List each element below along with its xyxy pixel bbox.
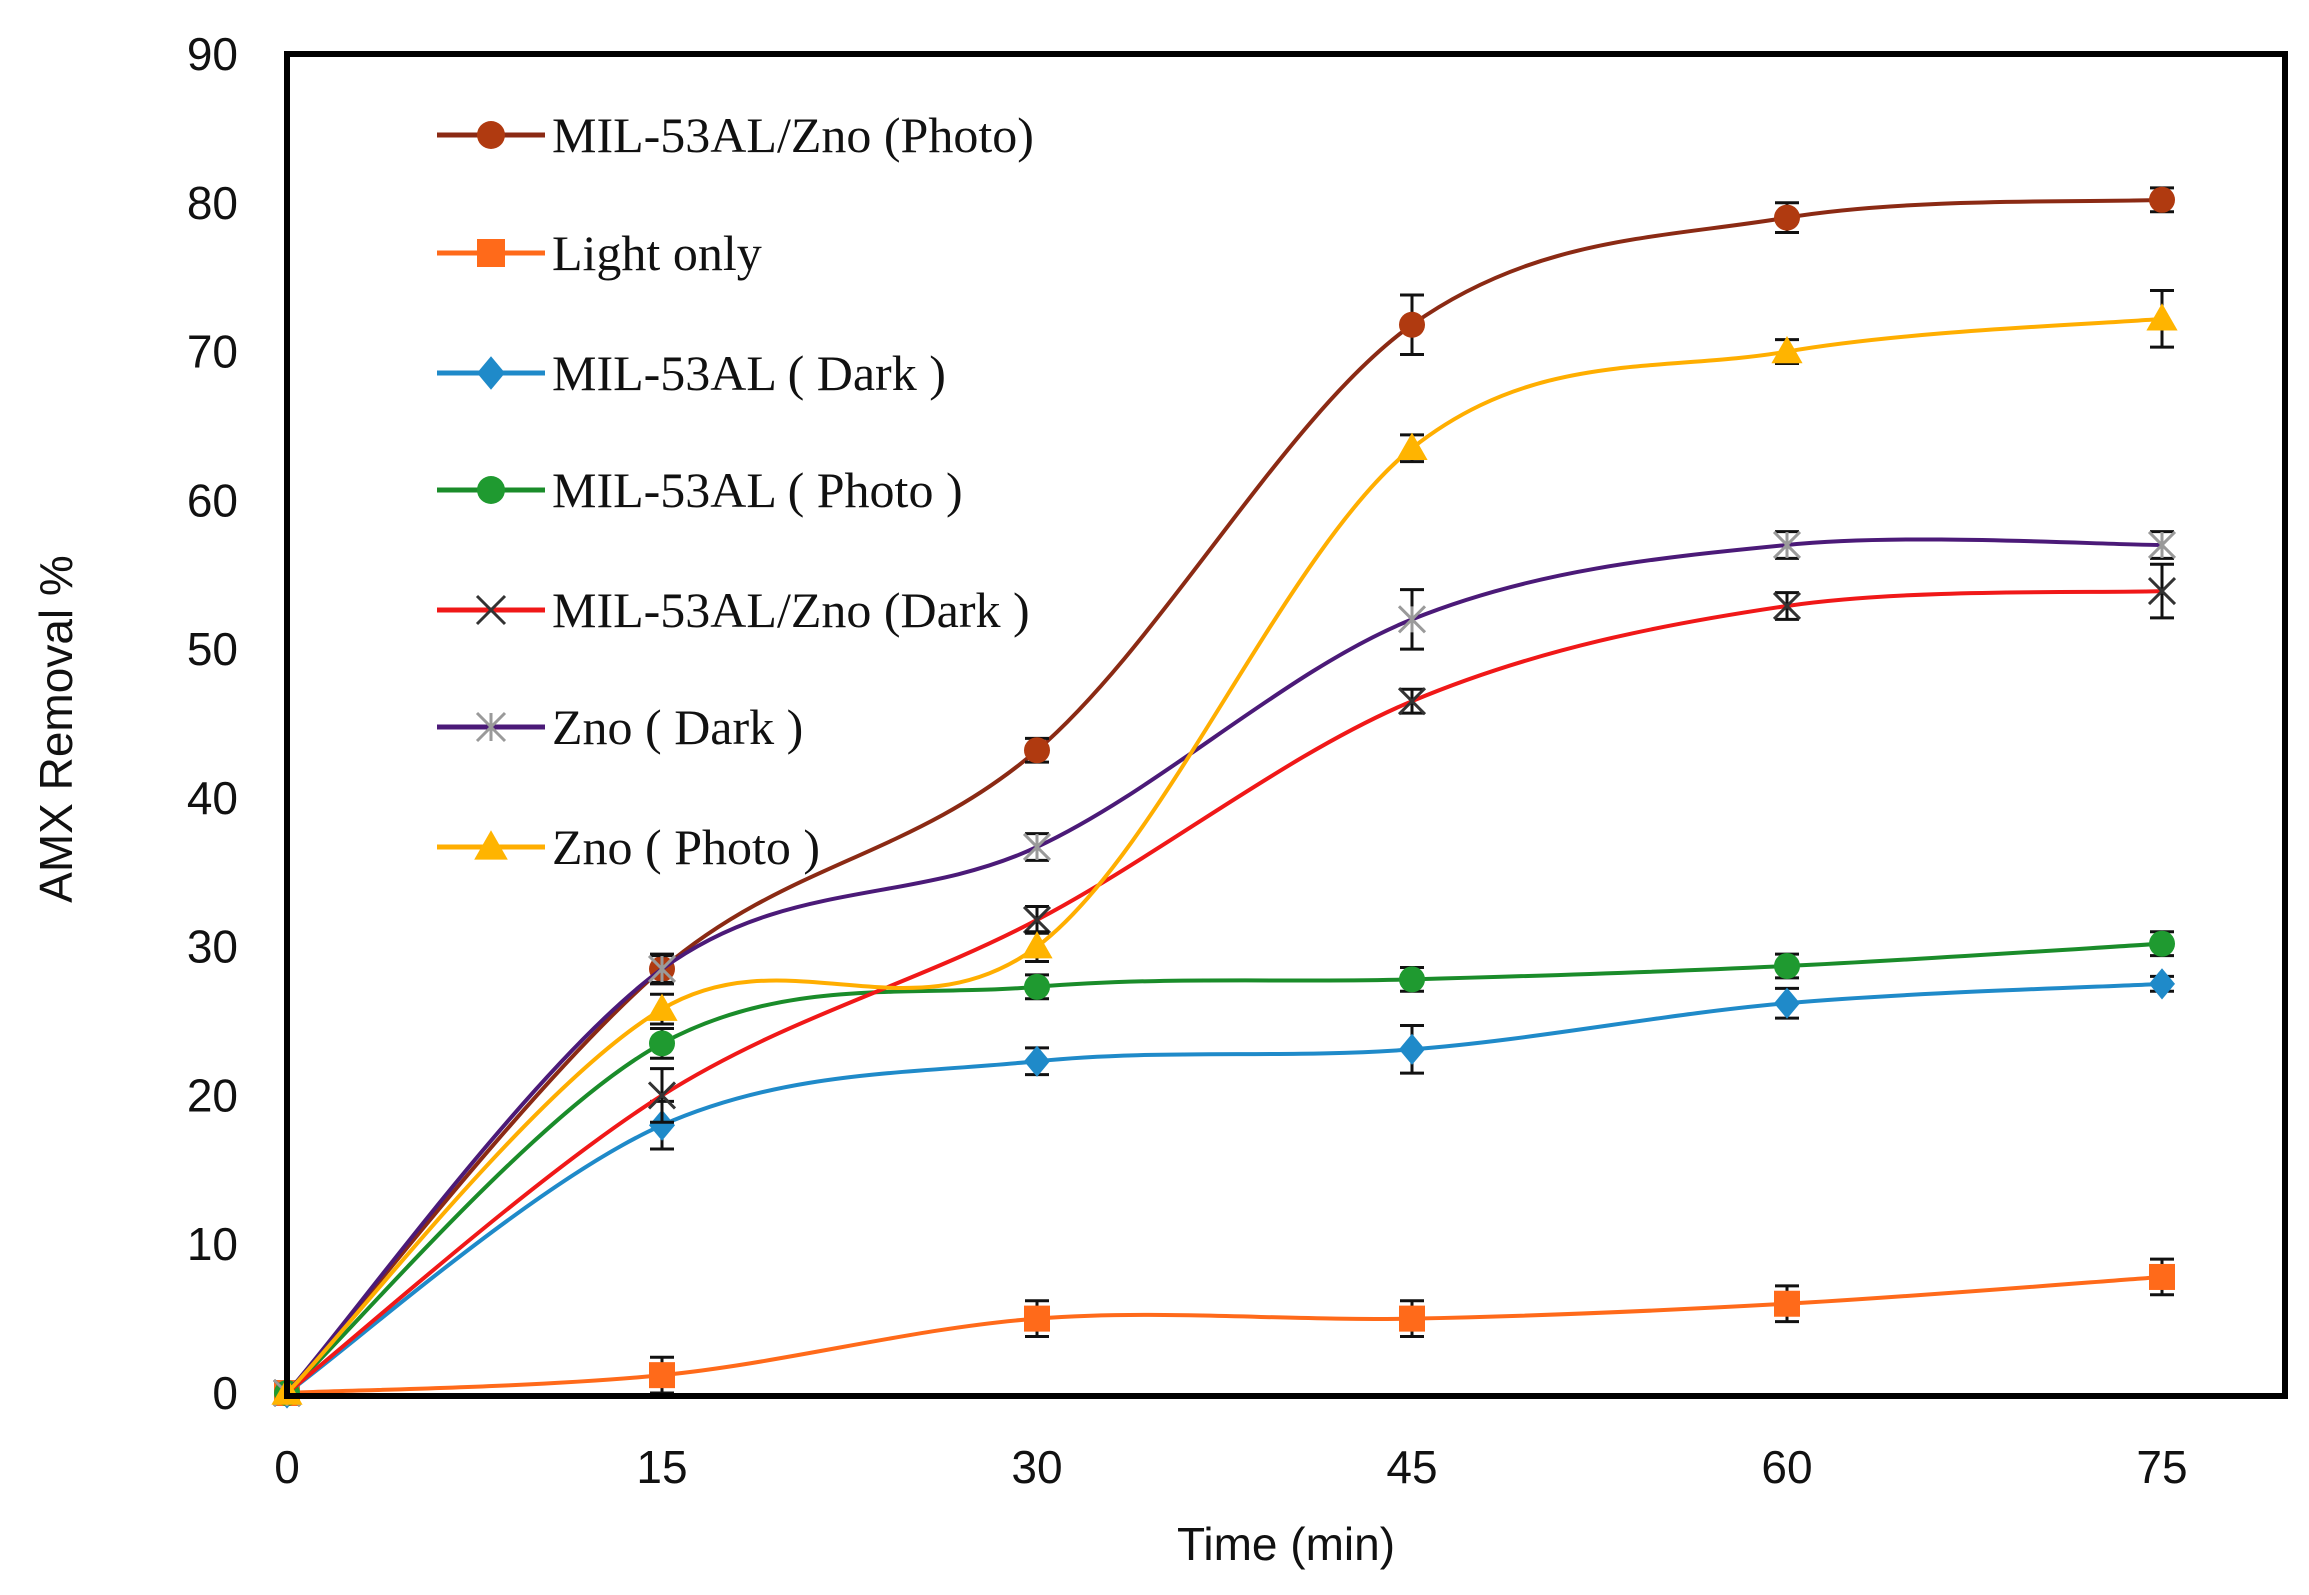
marker-star bbox=[475, 711, 507, 743]
x-tick-label: 75 bbox=[2136, 1441, 2187, 1493]
y-tick-label: 0 bbox=[212, 1367, 238, 1419]
plot-frame bbox=[284, 51, 2288, 1399]
legend-label: Zno ( Photo ) bbox=[552, 819, 820, 875]
x-axis-label: Time (min) bbox=[1177, 1518, 1395, 1570]
series-line bbox=[285, 197, 2163, 1395]
y-tick-label: 10 bbox=[187, 1218, 238, 1270]
marker-circle bbox=[649, 1030, 675, 1057]
series-mil-53al-dark bbox=[274, 968, 2175, 1409]
legend-item: MIL-53AL/Zno (Dark ) bbox=[437, 582, 1030, 638]
marker-diamond bbox=[2149, 968, 2175, 1000]
legend-label: Light only bbox=[552, 225, 762, 281]
x-axis-ticks: 0 15 30 45 60 75 bbox=[274, 1441, 2187, 1493]
legend-item: Zno ( Photo ) bbox=[437, 819, 820, 875]
y-tick-label: 30 bbox=[187, 921, 238, 973]
legend: MIL-53AL/Zno (Photo) Light only MIL-53AL (… bbox=[437, 107, 1034, 875]
marker-star bbox=[1022, 832, 1052, 862]
legend-label: MIL-53AL ( Photo ) bbox=[552, 462, 963, 518]
marker-diamond bbox=[477, 356, 505, 390]
marker-square bbox=[477, 239, 505, 267]
series-line bbox=[285, 981, 2163, 1395]
marker-star bbox=[1397, 605, 1427, 634]
legend-item: MIL-53AL ( Dark ) bbox=[437, 345, 946, 401]
y-tick-label: 20 bbox=[187, 1069, 238, 1121]
series-line bbox=[286, 1274, 2163, 1395]
series-zno-photo bbox=[271, 289, 2178, 1405]
series-line bbox=[285, 316, 2163, 1395]
marker-triangle bbox=[1021, 931, 1053, 959]
marker-diamond bbox=[649, 1109, 675, 1141]
legend-item: MIL-53AL ( Photo ) bbox=[437, 462, 963, 518]
marker-x bbox=[1772, 591, 1802, 621]
x-tick-label: 45 bbox=[1386, 1441, 1437, 1493]
marker-star bbox=[2147, 530, 2177, 560]
series-line bbox=[285, 589, 2163, 1395]
legend-item: MIL-53AL/Zno (Photo) bbox=[437, 107, 1034, 163]
series-line bbox=[285, 537, 2163, 1395]
legend-label: MIL-53AL/Zno (Photo) bbox=[552, 107, 1034, 163]
y-tick-label: 70 bbox=[187, 326, 238, 378]
marker-circle bbox=[2149, 930, 2175, 957]
marker-circle bbox=[1024, 737, 1050, 764]
marker-circle bbox=[1399, 311, 1425, 338]
marker-circle bbox=[1774, 204, 1800, 231]
legend-item: Light only bbox=[437, 225, 762, 281]
marker-x bbox=[1397, 687, 1427, 716]
series-line bbox=[285, 941, 2163, 1395]
marker-triangle bbox=[646, 993, 678, 1021]
series-mil-53al-zno-dark bbox=[272, 562, 2177, 1408]
marker-circle bbox=[2149, 186, 2175, 213]
series-layer bbox=[271, 186, 2178, 1409]
marker-circle bbox=[1399, 966, 1425, 993]
marker-x bbox=[1022, 905, 1052, 934]
y-axis-label: AMX Removal % bbox=[30, 555, 82, 903]
marker-diamond bbox=[1024, 1045, 1050, 1077]
x-tick-label: 0 bbox=[274, 1441, 300, 1493]
marker-circle bbox=[1774, 953, 1800, 980]
marker-square bbox=[649, 1362, 675, 1389]
marker-star bbox=[1772, 530, 1802, 560]
series-zno-dark bbox=[272, 530, 2177, 1408]
marker-x bbox=[2147, 577, 2177, 606]
x-tick-label: 15 bbox=[636, 1441, 687, 1493]
x-tick-label: 60 bbox=[1761, 1441, 1812, 1493]
marker-circle bbox=[477, 476, 505, 504]
marker-triangle bbox=[1396, 432, 1428, 460]
y-tick-label: 50 bbox=[187, 623, 238, 675]
marker-triangle bbox=[1771, 335, 1803, 364]
legend-label: MIL-53AL/Zno (Dark ) bbox=[552, 582, 1030, 638]
y-tick-label: 80 bbox=[187, 177, 238, 229]
series-light-only bbox=[274, 1257, 2175, 1406]
marker-diamond bbox=[1399, 1033, 1425, 1065]
legend-label: MIL-53AL ( Dark ) bbox=[552, 345, 946, 401]
marker-triangle bbox=[2146, 303, 2178, 331]
marker-square bbox=[1774, 1290, 1800, 1317]
y-axis-ticks: 0 10 20 30 40 50 60 70 80 90 bbox=[187, 28, 238, 1419]
marker-triangle bbox=[474, 830, 508, 860]
legend-item: Zno ( Dark ) bbox=[437, 699, 803, 755]
marker-star bbox=[647, 954, 677, 984]
y-tick-label: 60 bbox=[187, 474, 238, 526]
marker-diamond bbox=[1774, 987, 1800, 1019]
marker-circle bbox=[477, 121, 505, 149]
y-tick-label: 40 bbox=[187, 772, 238, 824]
series-mil-53al-zno-photo bbox=[274, 186, 2175, 1406]
x-tick-label: 30 bbox=[1011, 1441, 1062, 1493]
marker-square bbox=[2149, 1263, 2175, 1290]
marker-x bbox=[475, 594, 507, 626]
marker-x bbox=[647, 1081, 677, 1110]
marker-square bbox=[1399, 1305, 1425, 1332]
marker-circle bbox=[1024, 973, 1050, 1000]
legend-label: Zno ( Dark ) bbox=[552, 699, 803, 755]
marker-square bbox=[1024, 1305, 1050, 1332]
y-tick-label: 90 bbox=[187, 28, 238, 80]
